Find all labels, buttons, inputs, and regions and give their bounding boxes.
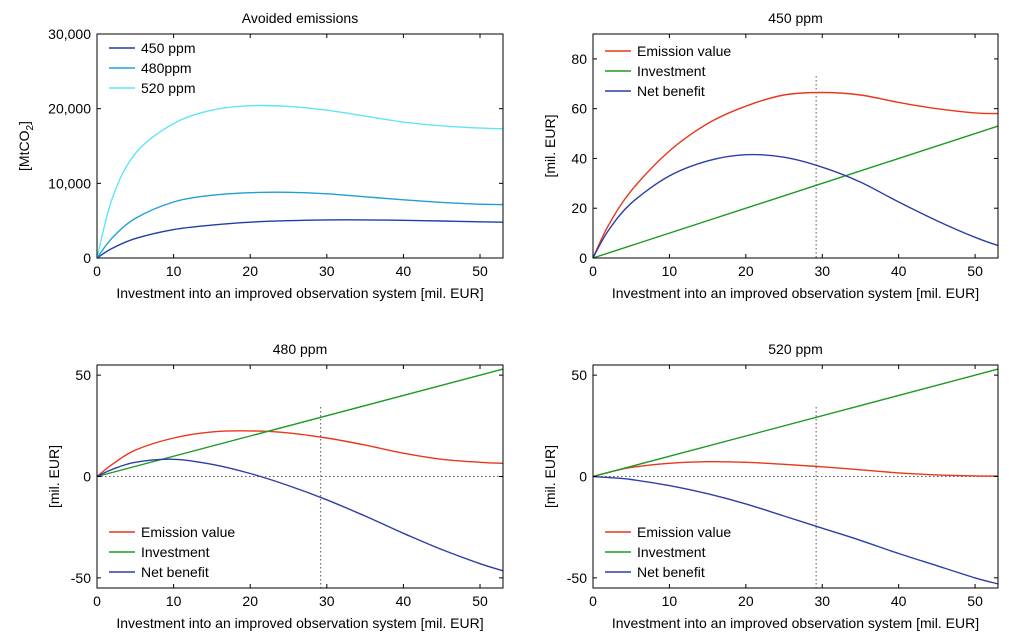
y-tick-label: -50 <box>567 570 587 586</box>
legend-label: Investment <box>637 544 706 560</box>
y-tick-label: -50 <box>71 570 91 586</box>
series-line-450-ppm <box>96 219 504 259</box>
legend-label: Emission value <box>637 43 731 59</box>
y-tick-label: 50 <box>75 367 91 383</box>
legend-label: Net benefit <box>637 564 705 580</box>
y-tick-label: 10,000 <box>48 175 91 191</box>
x-tick-label: 0 <box>589 263 597 279</box>
x-tick-label: 30 <box>319 593 335 609</box>
y-tick-label: 30,000 <box>48 26 91 42</box>
series-line-emission-value <box>592 460 999 478</box>
legend-label: Investment <box>637 63 706 79</box>
y-axis-label: [MtCO2] <box>16 121 36 171</box>
legend-label: 480ppm <box>141 60 192 76</box>
series-line-investment <box>96 368 504 478</box>
x-tick-label: 10 <box>662 593 678 609</box>
legend-label: Emission value <box>141 524 235 540</box>
legend-label: Emission value <box>637 524 731 540</box>
y-axis-label-close: ] <box>16 121 32 125</box>
y-tick-label: 60 <box>571 101 587 117</box>
series-line-investment <box>592 368 999 478</box>
x-tick-label: 20 <box>242 593 258 609</box>
x-tick-label: 20 <box>242 263 258 279</box>
series-line-net-benefit <box>96 458 504 572</box>
x-tick-label: 30 <box>814 263 830 279</box>
legend-label: 450 ppm <box>141 40 195 56</box>
x-axis-label: Investment into an improved observation … <box>116 285 483 301</box>
series-line-net-benefit <box>592 475 999 585</box>
series-line-net-benefit <box>592 153 999 259</box>
x-tick-label: 20 <box>738 593 754 609</box>
y-axis-label: [mil. EUR] <box>542 445 558 508</box>
x-tick-label: 10 <box>166 263 182 279</box>
y-axis-label-main: [MtCO <box>16 130 32 171</box>
y-axis-label: [mil. EUR] <box>542 115 558 178</box>
x-axis-label: Investment into an improved observation … <box>116 615 483 631</box>
chart-panel-1: Avoided emissions 0 10 20 30 40 50 0 10,000 20,00… <box>16 10 504 301</box>
y-tick-label: 40 <box>571 150 587 166</box>
y-tick-label: 0 <box>83 469 91 485</box>
axes-frame <box>592 33 999 259</box>
y-tick-label: 50 <box>571 367 587 383</box>
chart-title: Avoided emissions <box>242 10 358 26</box>
legend-label: 520 ppm <box>141 80 195 96</box>
x-tick-label: 0 <box>589 593 597 609</box>
chart-title: 450 ppm <box>768 10 822 26</box>
x-tick-label: 50 <box>967 263 983 279</box>
x-tick-label: 50 <box>472 593 488 609</box>
x-tick-label: 40 <box>396 263 412 279</box>
x-tick-label: 40 <box>891 263 907 279</box>
series-line-480ppm <box>96 191 504 259</box>
x-tick-label: 30 <box>319 263 335 279</box>
x-tick-label: 40 <box>396 593 412 609</box>
chart-title: 480 ppm <box>273 341 327 357</box>
y-tick-label: 80 <box>571 51 587 67</box>
chart-panel-2: 450 ppm 0 10 20 30 40 50 0 20 40 60 80 Investment in… <box>542 10 999 301</box>
y-tick-label: 0 <box>83 250 91 266</box>
x-tick-label: 0 <box>93 593 101 609</box>
y-tick-label: 20,000 <box>48 101 91 117</box>
series-line-emission-value <box>96 430 504 478</box>
x-tick-label: 50 <box>967 593 983 609</box>
x-tick-label: 40 <box>891 593 907 609</box>
legend-label: Investment <box>141 544 210 560</box>
y-axis-label: [mil. EUR] <box>46 445 62 508</box>
axes-frame <box>96 33 504 259</box>
y-axis-label-subscript: 2 <box>25 125 36 131</box>
legend-label: Net benefit <box>141 564 209 580</box>
x-axis-label: Investment into an improved observation … <box>612 615 979 631</box>
x-tick-label: 20 <box>738 263 754 279</box>
series-line-emission-value <box>592 91 999 259</box>
series-line-520-ppm <box>96 104 504 259</box>
chart-title: 520 ppm <box>768 341 822 357</box>
x-tick-label: 10 <box>166 593 182 609</box>
x-tick-label: 50 <box>472 263 488 279</box>
x-axis-label: Investment into an improved observation … <box>612 285 979 301</box>
y-tick-label: 20 <box>571 200 587 216</box>
x-tick-label: 30 <box>814 593 830 609</box>
x-tick-label: 0 <box>93 263 101 279</box>
x-tick-label: 10 <box>662 263 678 279</box>
y-tick-label: 0 <box>579 469 587 485</box>
legend-label: Net benefit <box>637 83 705 99</box>
series-line-investment <box>592 125 999 259</box>
y-tick-label: 0 <box>579 250 587 266</box>
